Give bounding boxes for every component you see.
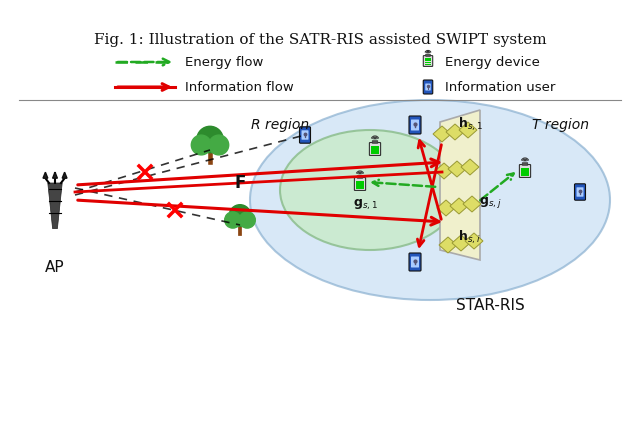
Polygon shape — [450, 198, 468, 214]
Polygon shape — [62, 172, 67, 178]
FancyBboxPatch shape — [577, 187, 584, 197]
Circle shape — [225, 212, 241, 228]
Text: Fig. 1: Illustration of the SATR-RIS assisted SWIPT system: Fig. 1: Illustration of the SATR-RIS ass… — [93, 33, 547, 47]
FancyBboxPatch shape — [411, 257, 419, 268]
FancyBboxPatch shape — [425, 84, 431, 91]
Polygon shape — [461, 159, 479, 175]
Text: $\mathbf{h}_{s,i}$: $\mathbf{h}_{s,i}$ — [458, 228, 481, 246]
Text: $\mathbf{g}_{s,j}$: $\mathbf{g}_{s,j}$ — [479, 194, 501, 209]
Bar — [426, 59, 431, 60]
Polygon shape — [435, 163, 453, 179]
Polygon shape — [463, 196, 481, 212]
Polygon shape — [459, 122, 477, 138]
Text: $\mathbf{h}_{s,1}$: $\mathbf{h}_{s,1}$ — [458, 115, 483, 133]
FancyBboxPatch shape — [301, 130, 308, 140]
Bar — [426, 64, 431, 65]
Text: $\mathbf{g}_{s,1}$: $\mathbf{g}_{s,1}$ — [353, 198, 378, 212]
Circle shape — [191, 135, 211, 155]
Text: Energy device: Energy device — [445, 55, 540, 69]
FancyBboxPatch shape — [411, 120, 419, 131]
FancyBboxPatch shape — [369, 143, 381, 155]
Bar — [356, 185, 364, 187]
FancyBboxPatch shape — [426, 54, 430, 56]
Bar — [522, 172, 529, 174]
Circle shape — [229, 205, 251, 226]
Circle shape — [197, 126, 223, 153]
FancyBboxPatch shape — [357, 176, 363, 178]
FancyBboxPatch shape — [300, 127, 310, 143]
FancyBboxPatch shape — [520, 165, 531, 177]
Ellipse shape — [280, 130, 460, 250]
FancyBboxPatch shape — [355, 178, 365, 191]
FancyBboxPatch shape — [575, 184, 586, 200]
Bar — [371, 150, 379, 152]
Text: $\bf{F}$: $\bf{F}$ — [234, 174, 246, 192]
Bar — [356, 187, 364, 189]
FancyBboxPatch shape — [409, 116, 421, 134]
Text: Information flow: Information flow — [185, 81, 294, 94]
FancyBboxPatch shape — [423, 55, 433, 66]
Bar — [522, 174, 529, 176]
FancyBboxPatch shape — [423, 80, 433, 94]
Bar — [522, 168, 529, 169]
Bar — [356, 183, 364, 185]
Polygon shape — [43, 172, 48, 178]
Circle shape — [209, 135, 228, 155]
Ellipse shape — [250, 100, 610, 300]
Text: Information user: Information user — [445, 81, 556, 94]
Text: T region: T region — [531, 118, 589, 132]
Bar — [356, 181, 364, 183]
Polygon shape — [448, 161, 466, 177]
Text: Energy flow: Energy flow — [185, 55, 264, 69]
Polygon shape — [433, 126, 451, 142]
Polygon shape — [439, 237, 457, 253]
Bar — [371, 148, 379, 150]
FancyBboxPatch shape — [409, 253, 421, 271]
Text: AP: AP — [45, 260, 65, 275]
Bar — [371, 152, 379, 154]
Polygon shape — [452, 235, 470, 251]
Polygon shape — [446, 124, 464, 140]
FancyBboxPatch shape — [522, 163, 528, 165]
Bar — [426, 62, 431, 63]
Polygon shape — [465, 233, 483, 249]
Text: R region: R region — [251, 118, 309, 132]
Polygon shape — [52, 172, 58, 178]
FancyBboxPatch shape — [372, 141, 378, 143]
Polygon shape — [440, 110, 480, 260]
Polygon shape — [437, 200, 455, 216]
Bar — [522, 170, 529, 172]
Polygon shape — [48, 183, 62, 229]
Bar — [426, 60, 431, 62]
Text: STAR-RIS: STAR-RIS — [456, 297, 524, 312]
Circle shape — [239, 212, 255, 228]
Bar — [371, 146, 379, 147]
